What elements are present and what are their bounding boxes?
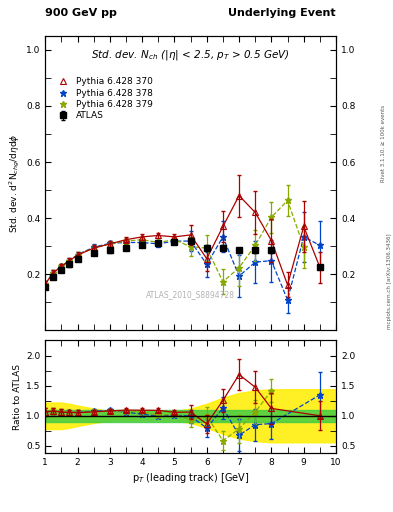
Pythia 6.428 378 (253, 259, 257, 265)
Pythia 6.428 379 (253, 242, 257, 248)
Pythia 6.428 378 (75, 251, 80, 258)
Pythia 6.428 378 (67, 258, 72, 264)
Pythia 6.428 370 (43, 281, 48, 287)
Pythia 6.428 379 (285, 197, 290, 203)
Pythia 6.428 370 (172, 234, 177, 240)
Pythia 6.428 370 (51, 270, 56, 276)
Pythia 6.428 379 (75, 252, 80, 258)
Pythia 6.428 370 (67, 258, 72, 264)
Pythia 6.428 370 (107, 241, 112, 247)
Pythia 6.428 378 (156, 241, 161, 247)
Pythia 6.428 378 (59, 263, 64, 269)
Pythia 6.428 379 (220, 279, 225, 285)
Line: Pythia 6.428 378: Pythia 6.428 378 (42, 233, 323, 304)
Text: mcplots.cern.ch [arXiv:1306.3436]: mcplots.cern.ch [arXiv:1306.3436] (387, 234, 391, 329)
X-axis label: p$_T$ (leading track) [GeV]: p$_T$ (leading track) [GeV] (132, 471, 249, 485)
Pythia 6.428 379 (188, 244, 193, 250)
Pythia 6.428 379 (91, 245, 96, 251)
Text: Underlying Event: Underlying Event (228, 8, 336, 18)
Text: Rivet 3.1.10, ≥ 100k events: Rivet 3.1.10, ≥ 100k events (381, 105, 386, 182)
Pythia 6.428 378 (220, 234, 225, 240)
Pythia 6.428 379 (59, 263, 64, 269)
Pythia 6.428 378 (51, 270, 56, 276)
Pythia 6.428 370 (220, 223, 225, 229)
Pythia 6.428 378 (107, 240, 112, 246)
Pythia 6.428 379 (156, 240, 161, 246)
Pythia 6.428 379 (43, 281, 48, 287)
Pythia 6.428 378 (285, 297, 290, 303)
Pythia 6.428 370 (140, 234, 145, 240)
Text: Std. dev. N$_{ch}$ ($|\eta|$ < 2.5, p$_T$ > 0.5 GeV): Std. dev. N$_{ch}$ ($|\eta|$ < 2.5, p$_T… (91, 48, 290, 61)
Pythia 6.428 378 (124, 240, 129, 246)
Pythia 6.428 370 (318, 264, 322, 270)
Pythia 6.428 378 (318, 242, 322, 248)
Pythia 6.428 378 (269, 258, 274, 264)
Pythia 6.428 370 (285, 282, 290, 288)
Pythia 6.428 370 (188, 232, 193, 238)
Y-axis label: Ratio to ATLAS: Ratio to ATLAS (13, 364, 22, 430)
Pythia 6.428 378 (91, 244, 96, 250)
Y-axis label: Std. dev. d$^2$N$_{chg}$/d$\eta$d$\phi$: Std. dev. d$^2$N$_{chg}$/d$\eta$d$\phi$ (7, 133, 22, 233)
Pythia 6.428 379 (301, 244, 306, 250)
Pythia 6.428 370 (269, 238, 274, 244)
Pythia 6.428 370 (91, 245, 96, 251)
Pythia 6.428 370 (59, 263, 64, 269)
Pythia 6.428 370 (301, 223, 306, 229)
Pythia 6.428 378 (140, 240, 145, 246)
Pythia 6.428 379 (124, 238, 129, 244)
Pythia 6.428 378 (43, 281, 48, 287)
Pythia 6.428 370 (124, 237, 129, 243)
Pythia 6.428 378 (188, 238, 193, 244)
Pythia 6.428 379 (172, 237, 177, 243)
Line: Pythia 6.428 370: Pythia 6.428 370 (42, 193, 323, 288)
Pythia 6.428 370 (156, 232, 161, 239)
Pythia 6.428 378 (301, 234, 306, 240)
Pythia 6.428 378 (237, 273, 241, 279)
Pythia 6.428 379 (237, 265, 241, 271)
Pythia 6.428 378 (172, 238, 177, 244)
Line: Pythia 6.428 379: Pythia 6.428 379 (42, 197, 307, 287)
Text: ATLAS_2010_S8894728: ATLAS_2010_S8894728 (146, 290, 235, 300)
Pythia 6.428 379 (67, 258, 72, 264)
Pythia 6.428 370 (204, 255, 209, 262)
Legend: Pythia 6.428 370, Pythia 6.428 378, Pythia 6.428 379, ATLAS: Pythia 6.428 370, Pythia 6.428 378, Pyth… (53, 76, 155, 122)
Pythia 6.428 370 (237, 193, 241, 199)
Pythia 6.428 379 (204, 245, 209, 251)
Text: 900 GeV pp: 900 GeV pp (45, 8, 117, 18)
Pythia 6.428 379 (51, 270, 56, 276)
Pythia 6.428 370 (75, 252, 80, 258)
Pythia 6.428 379 (107, 241, 112, 247)
Pythia 6.428 378 (204, 261, 209, 267)
Pythia 6.428 370 (253, 209, 257, 216)
Pythia 6.428 379 (269, 214, 274, 220)
Pythia 6.428 379 (140, 237, 145, 243)
